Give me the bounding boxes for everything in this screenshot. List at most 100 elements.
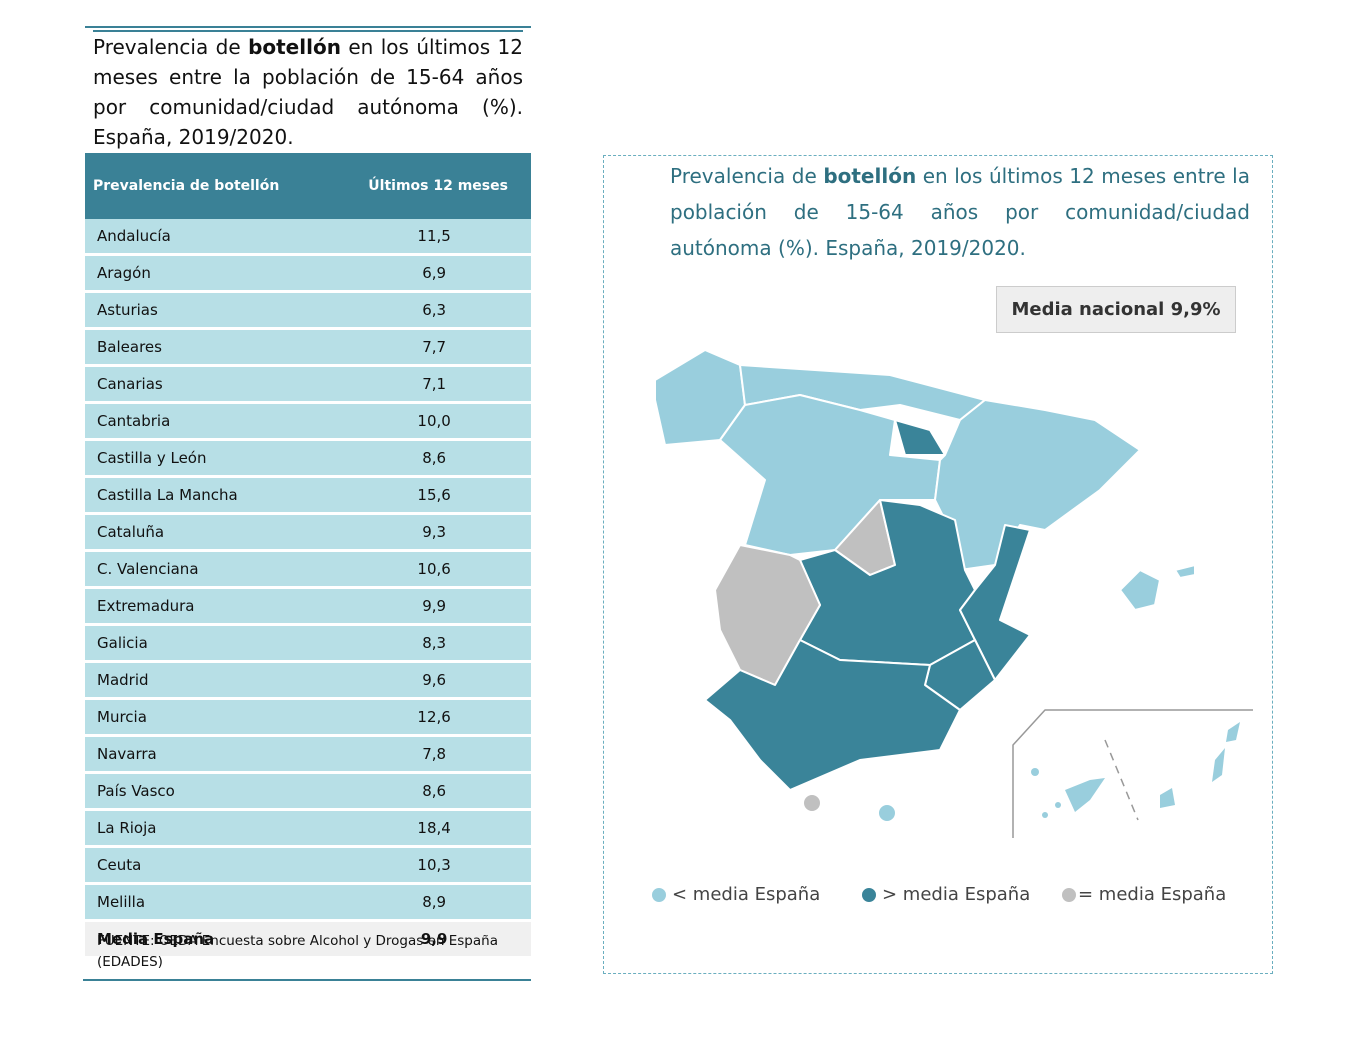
region (802, 793, 822, 813)
prevalence-value: 7,7 (338, 328, 531, 367)
region-name: Melilla (85, 883, 339, 922)
title-bold: botellón (823, 164, 917, 188)
legend-label: < media España (672, 884, 821, 905)
prevalence-value: 10,3 (338, 846, 531, 885)
table-row: Cantabria 10,0 (85, 402, 531, 441)
prevalence-value: 8,6 (338, 439, 531, 478)
region-name: Ceuta (85, 846, 339, 885)
region-name: Galicia (85, 624, 339, 663)
island (1212, 748, 1225, 782)
title-bold: botellón (248, 35, 341, 59)
table-row: Aragón 6,9 (85, 254, 531, 293)
table-row: Castilla La Mancha 15,6 (85, 476, 531, 515)
inset-divider (1104, 739, 1139, 821)
region (877, 803, 897, 823)
legend-label: > media España (882, 884, 1031, 905)
header-cell: Prevalencia de botellón (85, 153, 339, 219)
prevalence-value: 18,4 (338, 809, 531, 848)
map-title: Prevalencia de botellón en los últimos 1… (670, 158, 1250, 266)
prevalence-value: 7,8 (338, 735, 531, 774)
table-row: C. Valenciana 10,6 (85, 550, 531, 589)
table-row: Baleares 7,7 (85, 328, 531, 367)
title-part: Prevalencia de (670, 164, 824, 188)
table-row: Canarias 7,1 (85, 365, 531, 404)
region (719, 394, 941, 556)
region (1119, 569, 1161, 611)
region-name: Castilla y León (85, 439, 339, 478)
rule (85, 26, 531, 28)
header-cell: Últimos 12 meses (338, 153, 531, 219)
region-name: Asturias (85, 291, 339, 330)
table-title: Prevalencia de botellón en los últimos 1… (93, 30, 523, 152)
prevalence-table: Prevalencia de botellón Últimos 12 meses … (85, 153, 531, 959)
legend-item: > media España (862, 884, 1030, 905)
region-name: Baleares (85, 328, 339, 367)
table-row: La Rioja 18,4 (85, 809, 531, 848)
table-row: Melilla 8,9 (85, 883, 531, 922)
title-part: Prevalencia de (93, 35, 249, 59)
prevalence-value: 7,1 (338, 365, 531, 404)
table-row: Murcia 12,6 (85, 698, 531, 737)
region (934, 399, 1141, 571)
prevalence-value: 9,9 (338, 587, 531, 626)
prevalence-value: 12,6 (338, 698, 531, 737)
map-box (603, 155, 1273, 974)
region-name: Cataluña (85, 513, 339, 552)
legend-item: = media España (1062, 884, 1226, 905)
region-name: Castilla La Mancha (85, 476, 339, 515)
prevalence-value: 8,9 (338, 883, 531, 922)
region-name: C. Valenciana (85, 550, 339, 589)
header-row: Prevalencia de botellón Últimos 12 meses (85, 153, 531, 219)
region-name: Madrid (85, 661, 339, 700)
island (1042, 812, 1048, 818)
region (1174, 564, 1196, 579)
prevalence-value: 9,3 (338, 513, 531, 552)
region (894, 419, 946, 456)
region-name: Murcia (85, 698, 339, 737)
source: FUENTE: OEDA Encuesta sobre Alcohol y Dr… (97, 933, 498, 970)
regions (654, 349, 1196, 823)
table-row: Ceuta 10,3 (85, 846, 531, 885)
table-row: Castilla y León 8,6 (85, 439, 531, 478)
legend-label: = media España (1078, 884, 1227, 905)
legend-swatch (652, 887, 666, 902)
table-row: Media España 9,9 (85, 920, 531, 959)
region-name: La Rioja (85, 809, 339, 848)
canarias-inset (1012, 709, 1253, 838)
island (1160, 788, 1175, 808)
region-name: Canarias (85, 365, 339, 404)
island (1226, 722, 1240, 742)
title-part: en los últimos 12 meses entre la poblaci… (670, 164, 1250, 260)
prevalence-value: 9,6 (338, 661, 531, 700)
table-row: País Vasco 8,6 (85, 772, 531, 811)
table-row: Andalucía 11,5 (85, 219, 531, 256)
table-row: Navarra 7,8 (85, 735, 531, 774)
legend-swatch (862, 887, 876, 902)
region-name: Extremadura (85, 587, 339, 626)
prevalence-value: 9,9 (338, 920, 531, 959)
prevalence-value: 10,0 (338, 402, 531, 441)
table-row: Madrid 9,6 (85, 661, 531, 700)
prevalence-value: 10,6 (338, 550, 531, 589)
region-name: Media España (85, 920, 339, 959)
prevalence-value: 6,9 (338, 254, 531, 293)
title-part: en los últimos 12 meses entre la poblaci… (93, 35, 523, 149)
legend-swatch (1062, 887, 1076, 902)
region-name: Andalucía (85, 219, 339, 256)
region-name: Navarra (85, 735, 339, 774)
table-row: Extremadura 9,9 (85, 587, 531, 626)
table-row: Asturias 6,3 (85, 291, 531, 330)
prevalence-value: 11,5 (338, 219, 531, 256)
prevalence-value: 6,3 (338, 291, 531, 330)
table-row: Galicia 8,3 (85, 624, 531, 663)
table-row: Cataluña 9,3 (85, 513, 531, 552)
prevalence-value: 8,6 (338, 772, 531, 811)
island (1055, 802, 1061, 808)
prevalence-value: 15,6 (338, 476, 531, 515)
region (704, 639, 961, 791)
island (1065, 778, 1105, 812)
rule (83, 979, 531, 981)
region-name: País Vasco (85, 772, 339, 811)
